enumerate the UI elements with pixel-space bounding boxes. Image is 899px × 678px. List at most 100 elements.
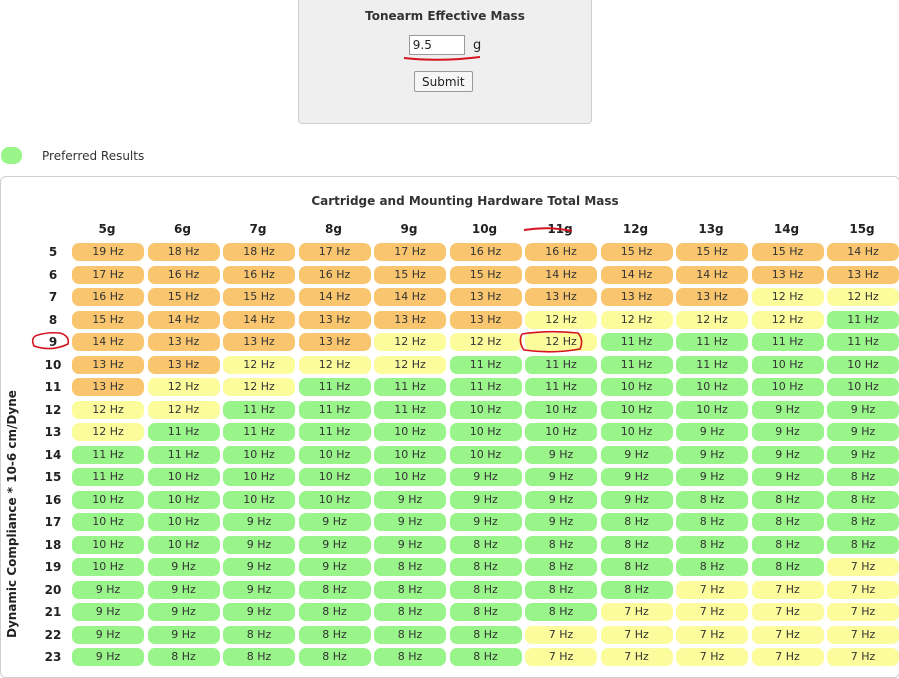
row-header-11: 11 [44,380,62,394]
table-cell: 13 Hz [525,288,597,306]
table-cell: 10 Hz [449,445,522,464]
y-axis-label: Dynamic Compliance * 10-6 cm/Dyne [5,390,19,638]
table-cell: 9 Hz [676,445,748,464]
table-cell: 10 Hz [600,400,673,419]
table-cell: 11 Hz [298,400,371,419]
row-header-16: 16 [44,492,62,507]
table-cell: 7 Hz [600,603,673,621]
table-cell: 10 Hz [525,423,597,441]
table-cell: 8 Hz [827,468,899,486]
table-cell: 8 Hz [600,535,673,554]
table-cell: 8 Hz [676,535,748,554]
table-cell: 13 Hz [147,355,220,374]
table-cell: 9 Hz [449,490,522,509]
table-cell: 10 Hz [525,400,597,419]
table-cell: 7 Hz [525,648,597,666]
table-cell: 12 Hz [223,378,295,396]
table-cell: 10 Hz [223,445,295,464]
table-cell: 9 Hz [147,558,220,576]
column-header-7g: 7g [249,222,267,236]
table-cell: 8 Hz [600,558,673,576]
table-title: Cartridge and Mounting Hardware Total Ma… [311,194,619,208]
submit-button[interactable]: Submit [414,71,473,92]
table-cell: 10 Hz [827,378,899,396]
table-cell: 8 Hz [449,535,522,554]
table-cell: 12 Hz [147,378,220,396]
table-cell: 9 Hz [147,603,220,621]
table-cell: 12 Hz [147,400,220,419]
column-header-11g: 11g [547,222,573,236]
table-cell: 11 Hz [374,400,446,419]
table-cell: 7 Hz [600,625,673,644]
table-cell: 10 Hz [676,378,748,396]
table-cell: 8 Hz [449,558,522,576]
table-cell: 12 Hz [374,355,446,374]
table-cell: 8 Hz [751,535,824,554]
table-cell: 9 Hz [223,535,295,554]
table-cell: 10 Hz [676,400,748,419]
table-cell: 12 Hz [72,400,144,419]
table-cell: 9 Hz [751,468,824,486]
table-cell: 8 Hz [374,625,446,644]
table-cell: 8 Hz [751,513,824,531]
table-cell: 9 Hz [223,580,295,599]
table-cell: 9 Hz [600,445,673,464]
table-cell: 11 Hz [72,468,144,486]
row-header-18: 18 [44,537,62,552]
table-cell: 8 Hz [827,513,899,531]
table-cell: 10 Hz [374,445,446,464]
legend-swatch-preferred [1,147,22,164]
table-cell: 13 Hz [223,333,295,351]
table-cell: 11 Hz [223,400,295,419]
table-cell: 8 Hz [223,648,295,666]
table-cell: 10 Hz [223,490,295,509]
table-cell: 10 Hz [147,513,220,531]
table-cell: 13 Hz [827,265,899,284]
row-header-17: 17 [44,515,62,529]
table-cell: 9 Hz [525,490,597,509]
table-cell: 9 Hz [298,558,371,576]
table-cell: 16 Hz [298,265,371,284]
table-cell: 14 Hz [827,243,899,261]
row-header-5: 5 [48,245,58,259]
table-cell: 12 Hz [751,310,824,329]
table-cell: 16 Hz [223,265,295,284]
table-cell: 9 Hz [72,625,144,644]
tonearm-mass-input[interactable] [408,35,465,55]
table-cell: 10 Hz [223,468,295,486]
table-cell: 8 Hz [374,580,446,599]
table-cell: 11 Hz [147,423,220,441]
table-cell: 11 Hz [751,333,824,351]
table-cell: 11 Hz [827,333,899,351]
table-cell: 15 Hz [374,265,446,284]
table-cell: 9 Hz [676,423,748,441]
table-cell: 18 Hz [223,243,295,261]
table-cell: 14 Hz [72,333,144,351]
table-cell: 13 Hz [374,310,446,329]
table-cell: 15 Hz [72,310,144,329]
table-cell: 18 Hz [147,243,220,261]
table-cell: 12 Hz [827,288,899,306]
table-cell: 10 Hz [449,400,522,419]
table-cell: 11 Hz [676,355,748,374]
column-header-12g: 12g [622,222,649,236]
row-header-7: 7 [48,290,58,304]
table-cell: 13 Hz [298,310,371,329]
column-header-5g: 5g [98,222,116,236]
table-cell: 8 Hz [525,535,597,554]
table-cell: 14 Hz [147,310,220,329]
table-cell: 11 Hz [298,423,371,441]
table-cell: 7 Hz [827,648,899,666]
table-cell: 13 Hz [72,378,144,396]
table-cell: 9 Hz [525,445,597,464]
table-cell: 8 Hz [298,603,371,621]
table-cell: 8 Hz [298,648,371,666]
table-cell: 8 Hz [827,490,899,509]
table-cell: 7 Hz [827,558,899,576]
column-header-10g: 10g [471,222,498,236]
table-cell: 9 Hz [223,603,295,621]
table-cell: 8 Hz [751,490,824,509]
row-header-6: 6 [48,267,58,282]
table-cell: 17 Hz [374,243,446,261]
table-cell: 12 Hz [223,355,295,374]
